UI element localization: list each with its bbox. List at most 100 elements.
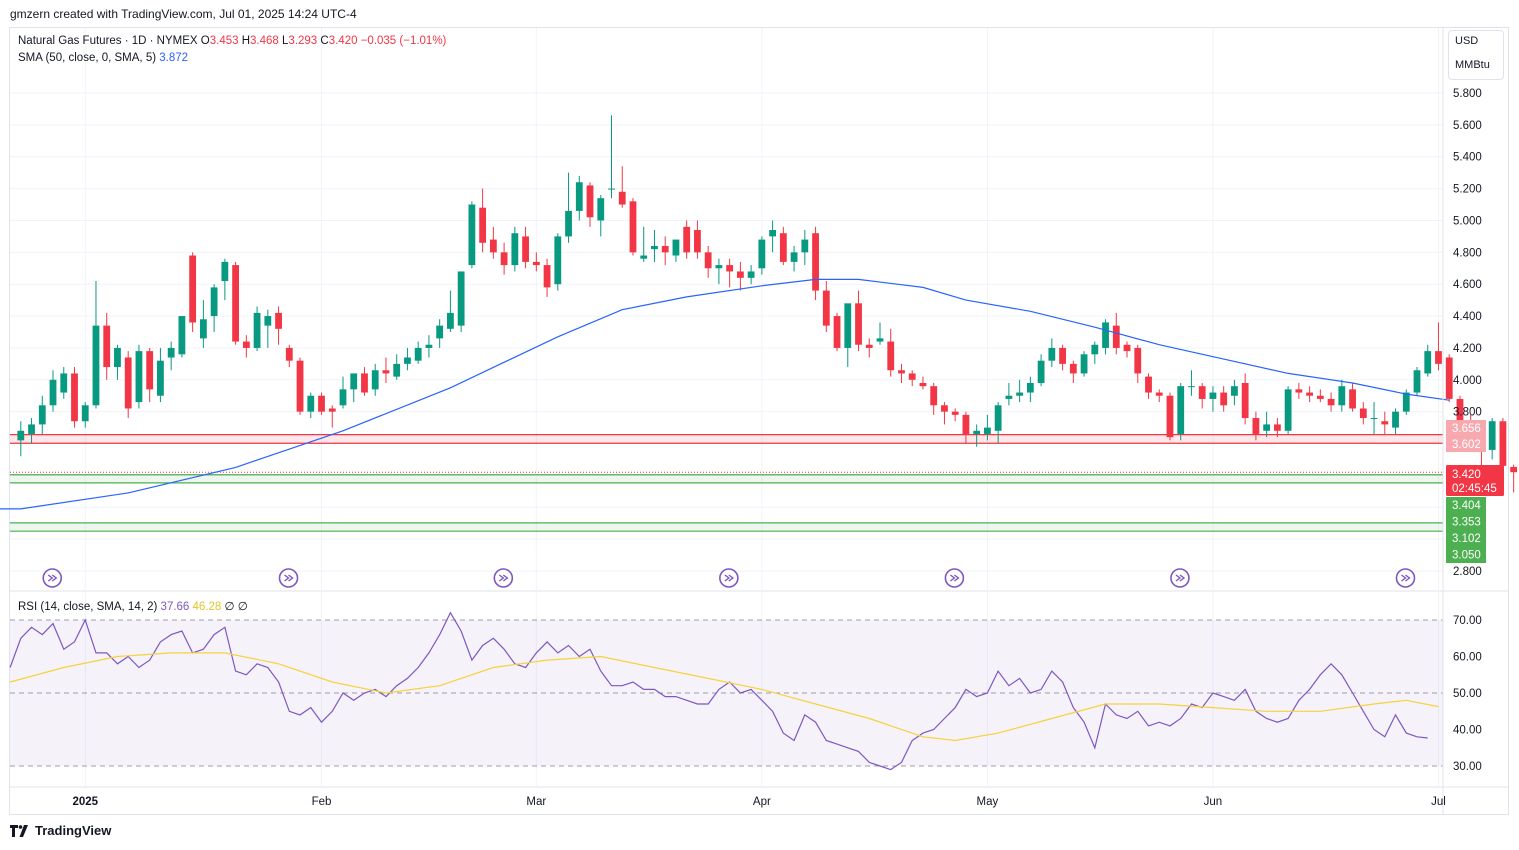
close-label: C xyxy=(320,35,329,47)
candle-body xyxy=(1231,386,1238,396)
candle xyxy=(876,322,884,345)
candle xyxy=(1145,373,1152,399)
candle xyxy=(28,418,35,444)
event-marker-icon xyxy=(1395,568,1416,588)
candle-body xyxy=(414,347,422,361)
candle-body xyxy=(264,316,272,326)
candle-body xyxy=(984,427,991,434)
price-tick-label: 4.000 xyxy=(1453,375,1482,387)
candle-body xyxy=(908,373,916,380)
candle xyxy=(1231,379,1238,406)
sma-series xyxy=(0,278,1450,510)
footer-brand[interactable]: TradingView xyxy=(10,823,111,838)
candle-body xyxy=(758,239,766,269)
unit-label: MMBtu xyxy=(1455,59,1490,71)
candle-body xyxy=(1349,389,1356,409)
candle xyxy=(984,414,991,441)
rsi-extra-2: ∅ xyxy=(237,601,248,613)
time-tick-label: Feb xyxy=(312,796,332,808)
candle xyxy=(500,242,508,275)
candle-body xyxy=(1016,392,1024,396)
candle-body xyxy=(1198,386,1206,399)
candle-body xyxy=(962,414,970,434)
price-tick-label: 5.000 xyxy=(1453,215,1482,227)
candle-body xyxy=(447,312,454,329)
badge-red-upper-bg xyxy=(1446,420,1486,436)
candle-body xyxy=(1273,424,1281,431)
rsi-pane xyxy=(9,611,1443,771)
candle-body xyxy=(683,226,691,253)
candle-body xyxy=(865,344,873,348)
candle-body xyxy=(1435,351,1442,364)
candle xyxy=(38,395,46,434)
candle xyxy=(49,370,57,412)
price-badges: 3.6563.6023.42002:45:453.4043.3533.1023.… xyxy=(1446,420,1504,563)
currency-unit-button[interactable]: USD MMBtu xyxy=(1448,30,1504,80)
candle-body xyxy=(597,198,605,221)
candle-body xyxy=(210,287,218,317)
candle-body xyxy=(973,430,981,434)
candle xyxy=(833,312,841,352)
sma-legend[interactable]: SMA (50, close, 0, SMA, 5) 3.872 xyxy=(18,52,188,64)
candle-body xyxy=(275,312,282,329)
price-tick-label: 3.800 xyxy=(1453,407,1482,419)
currency-label: USD xyxy=(1455,35,1479,47)
rsi-extra-1: ∅ xyxy=(224,601,235,613)
price-tick-label: 5.800 xyxy=(1453,88,1482,100)
candle-body xyxy=(1338,386,1346,406)
candle-body xyxy=(951,411,959,415)
candle xyxy=(1177,382,1185,441)
time-tick-label: Jul xyxy=(1431,796,1446,808)
candle-body xyxy=(157,360,164,396)
candle-body xyxy=(1359,408,1367,419)
candle-body xyxy=(930,386,938,406)
candle xyxy=(210,284,218,332)
candle-body xyxy=(994,405,1002,431)
candle-body xyxy=(318,395,325,412)
candle xyxy=(919,376,927,390)
event-marker-icon xyxy=(1170,568,1190,588)
candle-body xyxy=(608,188,615,190)
candle-body xyxy=(1123,344,1131,352)
candle xyxy=(1370,402,1378,434)
candle xyxy=(736,261,744,291)
candle xyxy=(962,411,970,444)
candle xyxy=(71,367,78,428)
rsi-sma-line xyxy=(9,652,1439,742)
candle-body xyxy=(1510,466,1518,473)
price-tick-label: 5.400 xyxy=(1453,152,1482,164)
candle-body xyxy=(565,210,572,237)
candle xyxy=(1359,402,1367,425)
candle-body xyxy=(1499,421,1507,466)
candle xyxy=(1499,418,1507,470)
badge-last-price: 3.420 02:45:45 xyxy=(1446,465,1504,496)
support-resistance-zones xyxy=(10,433,1443,532)
candle xyxy=(318,392,325,415)
candle xyxy=(1284,386,1292,434)
candle-body xyxy=(833,316,841,348)
low-label: L xyxy=(282,35,289,47)
candle xyxy=(146,347,154,403)
time-tick-label: Apr xyxy=(753,796,771,808)
candle xyxy=(532,252,540,272)
candle-body xyxy=(1445,357,1453,399)
event-marker-icon xyxy=(493,568,514,588)
candle-body xyxy=(199,319,207,339)
candle xyxy=(1273,418,1281,438)
candle-body xyxy=(296,360,304,412)
candle xyxy=(812,226,819,301)
candle xyxy=(790,245,798,272)
time-tick-label: Jun xyxy=(1204,796,1223,808)
candle xyxy=(661,236,669,266)
badge-last-text: 3.420 xyxy=(1452,469,1481,481)
badge-green-text: 3.353 xyxy=(1452,517,1481,529)
candle xyxy=(1510,464,1518,493)
rsi-line xyxy=(9,611,1428,771)
event-arrow xyxy=(284,574,294,582)
candle-body xyxy=(844,303,852,348)
symbol-title: Natural Gas Futures · 1D · NYMEX xyxy=(18,35,198,47)
price-tick-label: 5.600 xyxy=(1453,120,1482,132)
event-arrow xyxy=(47,574,58,582)
rsi-legend[interactable]: RSI (14, close, SMA, 14, 2) 37.66 46.28 … xyxy=(18,599,248,613)
